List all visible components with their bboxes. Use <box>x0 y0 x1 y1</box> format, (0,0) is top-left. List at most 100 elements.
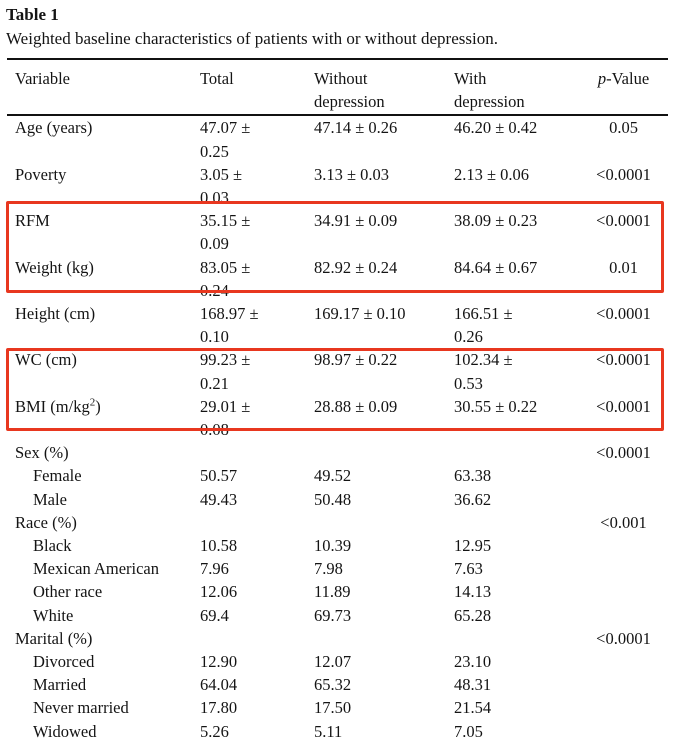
cell-total: 168.97 ± 0.10 <box>200 304 259 347</box>
row-label: Widowed <box>33 721 97 741</box>
cell-with: 166.51 ± 0.26 <box>454 304 513 347</box>
cell-without: 47.14 ± 0.26 <box>314 118 398 138</box>
cell-with: 14.13 <box>454 582 492 602</box>
table-header: Variable Total Without depression With d… <box>7 59 668 117</box>
cell-total: 29.01 ± 0.08 <box>200 396 251 440</box>
row-label: Male <box>33 489 67 509</box>
cell-p: <0.0001 <box>596 211 651 231</box>
cell-p <box>579 720 668 743</box>
cell-p <box>579 650 668 673</box>
cell-total: 99.23 ± 0.21 <box>200 350 251 393</box>
cell-without <box>314 441 454 464</box>
cell-with: 46.20 ± 0.42 <box>454 118 538 138</box>
table-row: Never married 17.80 17.50 21.54 <box>7 696 668 719</box>
row-label: Poverty <box>15 164 67 184</box>
table-row: White 69.4 69.73 65.28 <box>7 604 668 627</box>
table-caption: Weighted baseline characteristics of pat… <box>6 29 498 48</box>
cell-without: 69.73 <box>314 605 352 625</box>
cell-p <box>579 488 668 511</box>
cell-total: 5.26 <box>200 721 229 741</box>
cell-without: 49.52 <box>314 466 352 486</box>
cell-total: 12.06 <box>200 582 238 602</box>
cell-without: 169.17 ± 0.10 <box>314 304 406 324</box>
row-label: Sex (%) <box>15 443 69 463</box>
row-label: Divorced <box>33 652 95 672</box>
table-row: Race (%) <0.001 <box>7 511 668 534</box>
table-row: Married 64.04 65.32 48.31 <box>7 673 668 696</box>
cell-with: 36.62 <box>454 489 492 509</box>
cell-without <box>314 511 454 534</box>
cell-with: 30.55 ± 0.22 <box>454 396 538 416</box>
cell-total: 49.43 <box>200 489 238 509</box>
row-label: White <box>33 605 74 625</box>
col-header-p-value: p-Value <box>579 59 668 117</box>
cell-with: 21.54 <box>454 698 492 718</box>
cell-without: 98.97 ± 0.22 <box>314 350 398 370</box>
cell-p <box>579 580 668 603</box>
row-label: Mexican American <box>33 559 159 579</box>
cell-total: 12.90 <box>200 652 238 672</box>
cell-total: 47.07 ± 0.25 <box>200 118 251 161</box>
cell-with <box>454 627 579 650</box>
table-row: Male 49.43 50.48 36.62 <box>7 488 668 511</box>
cell-total: 10.58 <box>200 536 238 556</box>
cell-with: 7.63 <box>454 559 483 579</box>
cell-p: <0.0001 <box>596 164 651 184</box>
row-label: Age (years) <box>15 118 93 138</box>
cell-p <box>579 464 668 487</box>
cell-p: <0.0001 <box>596 396 651 416</box>
cell-total <box>200 441 314 464</box>
cell-with: 102.34 ± 0.53 <box>454 350 513 393</box>
cell-without: 17.50 <box>314 698 352 718</box>
table-row: Mexican American 7.96 7.98 7.63 <box>7 557 668 580</box>
table-row: Black 10.58 10.39 12.95 <box>7 534 668 557</box>
cell-p: <0.0001 <box>596 304 651 324</box>
cell-total: 35.15 ± 0.09 <box>200 211 251 254</box>
cell-without: 50.48 <box>314 489 352 509</box>
row-label: Weight (kg) <box>15 257 94 277</box>
paper-page: Table 1 Weighted baseline characteristic… <box>0 3 676 745</box>
baseline-characteristics-table: Variable Total Without depression With d… <box>7 58 668 743</box>
cell-with: 38.09 ± 0.23 <box>454 211 538 231</box>
cell-without: 5.11 <box>314 721 343 741</box>
p-value-italic-p: p <box>597 69 607 88</box>
cell-p: <0.0001 <box>596 350 651 370</box>
table-row: Widowed 5.26 5.11 7.05 <box>7 720 668 743</box>
cell-total <box>200 511 314 534</box>
cell-with: 2.13 ± 0.06 <box>454 164 530 184</box>
cell-p <box>579 557 668 580</box>
col-header-total: Total <box>200 59 314 117</box>
cell-p <box>579 604 668 627</box>
row-label: Race (%) <box>15 512 77 532</box>
cell-without: 82.92 ± 0.24 <box>314 257 398 277</box>
cell-without <box>314 627 454 650</box>
cell-p: <0.0001 <box>596 443 651 463</box>
table-row: Height (cm) 168.97 ± 0.10 169.17 ± 0.10 166… <box>7 302 668 348</box>
cell-total: 83.05 ± 0.24 <box>200 257 251 300</box>
cell-with: 48.31 <box>454 675 492 695</box>
cell-with <box>454 441 579 464</box>
row-label: RFM <box>15 211 50 231</box>
row-label: BMI (m/kg2) <box>15 396 101 416</box>
cell-without: 12.07 <box>314 652 352 672</box>
table-row: BMI (m/kg2) 29.01 ± 0.08 28.88 ± 0.09 30.55… <box>7 395 668 441</box>
cell-with: 63.38 <box>454 466 492 486</box>
cell-p <box>579 673 668 696</box>
col-header-without-depression: Without depression <box>314 59 454 117</box>
row-label: Never married <box>33 698 129 718</box>
cell-total: 7.96 <box>200 559 229 579</box>
cell-without: 10.39 <box>314 536 352 556</box>
cell-without: 34.91 ± 0.09 <box>314 211 398 231</box>
p-value-rest: -Value <box>606 69 650 88</box>
cell-with: 12.95 <box>454 536 492 556</box>
table-title: Table 1 <box>6 5 59 24</box>
cell-total <box>200 627 314 650</box>
cell-total: 50.57 <box>200 466 238 486</box>
row-label: WC (cm) <box>15 350 77 370</box>
table-row: Other race 12.06 11.89 14.13 <box>7 580 668 603</box>
table-row: Poverty 3.05 ± 0.03 3.13 ± 0.03 2.13 ± 0.06… <box>7 163 668 209</box>
col-header-with-depression: With depression <box>454 59 579 117</box>
cell-without: 3.13 ± 0.03 <box>314 164 390 184</box>
cell-total: 3.05 ± 0.03 <box>200 164 243 208</box>
cell-with: 23.10 <box>454 652 492 672</box>
